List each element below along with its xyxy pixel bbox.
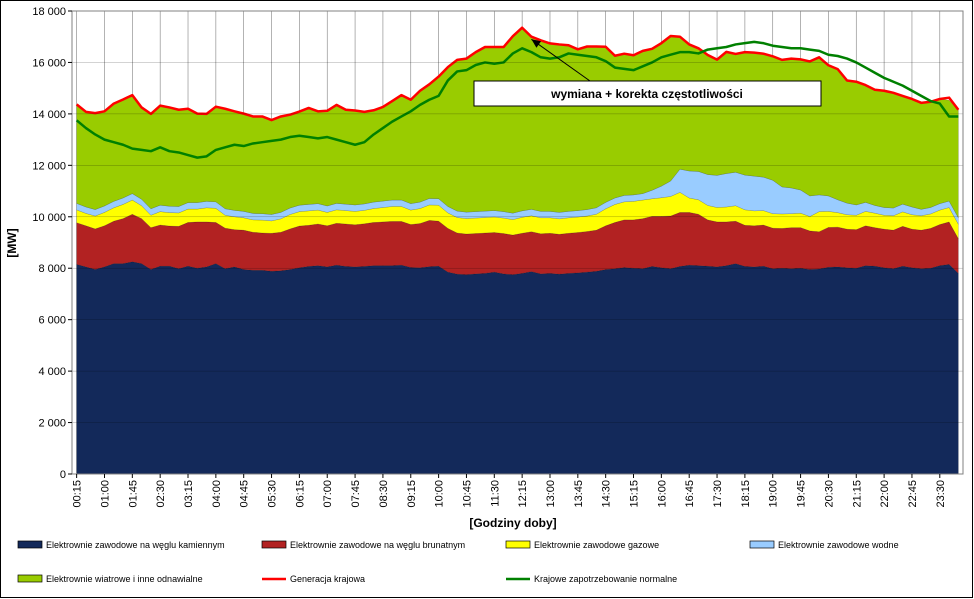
- legend-swatch: [505, 540, 531, 549]
- x-tick-label: 18:15: [740, 480, 752, 508]
- x-tick-label: 04:00: [211, 480, 223, 508]
- y-axis-title: [MW]: [5, 228, 19, 257]
- legend-label: Elektrownie zawodowe na węglu brunatnym: [290, 540, 465, 550]
- x-tick-label: 11:30: [489, 480, 501, 507]
- x-tick-label: 05:30: [267, 480, 279, 508]
- y-axis-ticks: 0 2 000 4 000 6 000 8 000 10 000 12 000 14 000 1…: [32, 6, 72, 481]
- x-tick-label: 21:15: [851, 480, 863, 508]
- x-tick-label: 10:00: [434, 480, 446, 508]
- x-tick-label: 13:45: [573, 480, 585, 508]
- x-tick-label: 01:00: [99, 480, 111, 508]
- legend-swatch: [17, 540, 43, 549]
- legend-swatch: [261, 540, 287, 549]
- y-tick-label: 8 000: [38, 263, 66, 275]
- legend-label: Generacja krajowa: [290, 574, 365, 584]
- area-series: [76, 192, 959, 240]
- x-tick-label: 20:30: [823, 480, 835, 508]
- x-tick-label: 10:45: [461, 480, 473, 508]
- x-tick-label: 09:15: [406, 480, 418, 508]
- legend-label: Elektrownie wiatrowe i inne odnawialne: [46, 574, 203, 584]
- series-lines: [75, 26, 960, 159]
- y-tick-label: 18 000: [32, 6, 66, 18]
- y-tick-label: 10 000: [32, 212, 66, 224]
- annotation-box: [473, 80, 822, 107]
- y-tick-label: 2 000: [38, 418, 66, 430]
- line-series: [75, 26, 960, 122]
- x-axis-ticks: 00:15 01:00 01:45 02:30 03:15 04:00 04:45 05:30…: [72, 474, 947, 508]
- x-tick-label: 03:15: [183, 480, 195, 508]
- annotation-arrowhead: [531, 39, 542, 48]
- x-tick-label: 02:30: [155, 480, 167, 508]
- x-tick-label: 01:45: [127, 480, 139, 508]
- x-tick-label: 19:00: [768, 480, 780, 508]
- legend-label: Elektrownie zawodowe na węglu kamiennym: [46, 540, 225, 550]
- x-tick-label: 06:15: [294, 480, 306, 508]
- line-series: [75, 40, 959, 159]
- x-tick-label: 23:30: [935, 480, 947, 508]
- x-tick-label: 15:15: [629, 480, 641, 508]
- x-tick-label: 07:00: [322, 480, 334, 508]
- stacked-areas: [76, 27, 959, 475]
- annotation-arrow: [531, 38, 591, 82]
- y-tick-label: 14 000: [32, 109, 66, 121]
- x-tick-label: 19:45: [796, 480, 808, 508]
- legend-swatch: [17, 574, 43, 583]
- legend-label: Krajowe zapotrzebowanie normalne: [534, 574, 677, 584]
- x-tick-label: 00:15: [72, 480, 84, 508]
- x-tick-label: 14:30: [601, 480, 613, 508]
- x-tick-label: 12:15: [517, 480, 529, 508]
- annotation-text: wymiana + korekta częstotliwości: [550, 87, 743, 101]
- y-tick-label: 0: [60, 469, 66, 481]
- x-axis-title: [Godziny doby]: [469, 516, 556, 530]
- x-tick-label: 13:00: [545, 480, 557, 508]
- legend-swatch: [749, 540, 775, 549]
- y-tick-label: 12 000: [32, 160, 66, 172]
- area-series: [76, 212, 959, 275]
- x-tick-label: 16:45: [684, 480, 696, 508]
- x-tick-label: 22:45: [907, 480, 919, 508]
- annotation: wymiana + korekta częstotliwości: [473, 38, 822, 107]
- legend-label: Elektrownie zawodowe wodne: [778, 540, 899, 550]
- y-tick-label: 6 000: [38, 315, 66, 327]
- legend-label: Elektrownie zawodowe gazowe: [534, 540, 659, 550]
- x-tick-label: 16:00: [656, 480, 668, 508]
- y-tick-label: 4 000: [38, 366, 66, 378]
- x-tick-label: 22:00: [879, 480, 891, 508]
- x-tick-label: 07:45: [350, 480, 362, 508]
- y-tick-label: 16 000: [32, 57, 66, 69]
- x-tick-label: 04:45: [239, 480, 251, 508]
- area-series: [76, 261, 959, 475]
- x-tick-label: 08:30: [378, 480, 390, 508]
- x-tick-label: 17:30: [712, 480, 724, 508]
- plot-border: [71, 10, 964, 475]
- legend: Elektrownie zawodowe na węglu kamiennym E…: [17, 540, 899, 584]
